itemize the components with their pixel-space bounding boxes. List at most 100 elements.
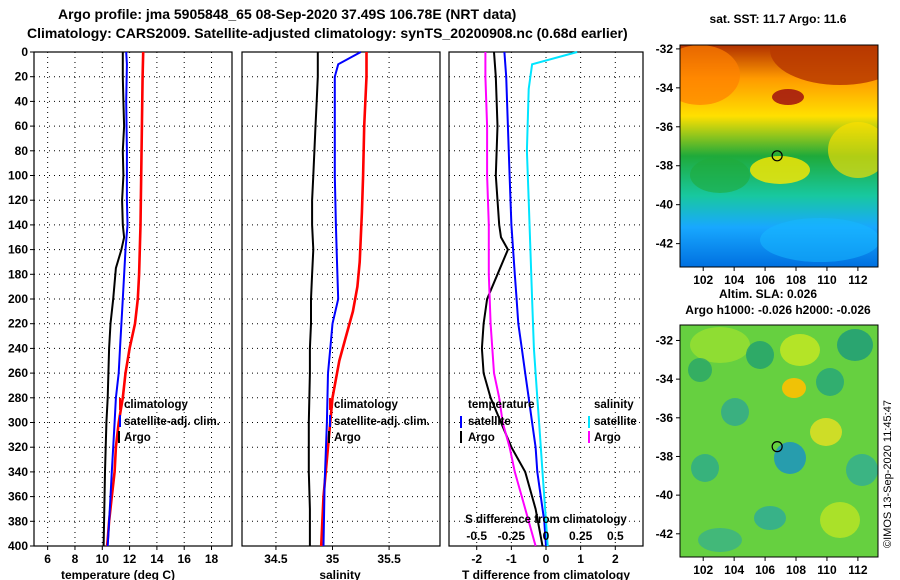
- diff-series-temperature-satellite: [503, 51, 547, 547]
- sst-map-frame: [679, 44, 879, 268]
- sla-lat-label: -42: [656, 527, 674, 541]
- temp-xtick-label: 10: [96, 552, 110, 566]
- depth-tick-label: 320: [8, 440, 28, 454]
- diff-xtick-label: 1: [577, 552, 584, 566]
- salinity-legend: climatology satellite-adj. clim. Argo: [328, 398, 430, 444]
- diff-xtick-label: 0: [543, 552, 550, 566]
- sla-lon-label: 106: [755, 563, 775, 577]
- sla-lat-label: -32: [656, 333, 674, 347]
- sst-heatmap: [680, 45, 878, 267]
- sal-series-satellite-adj-clim-: [322, 51, 362, 547]
- diff-s-tick-label: -0.5: [466, 529, 487, 543]
- sla-eddy-8: [754, 506, 786, 530]
- sla-lon-label: 112: [848, 563, 868, 577]
- depth-tick-label: 20: [15, 70, 29, 84]
- diff-xtick-label: -1: [506, 552, 517, 566]
- diff-series-salinity-argo: [484, 52, 537, 547]
- depth-tick-label: 0: [21, 45, 28, 59]
- diff-xtick-label: 2: [612, 552, 619, 566]
- sst-green-patch: [690, 157, 750, 193]
- diff-series-salinity-satellite: [525, 51, 578, 547]
- sla-lon-label: 110: [817, 563, 837, 577]
- sst-yellow-patch-east: [828, 122, 878, 178]
- sla-high-1: [782, 378, 806, 398]
- depth-tick-label: 160: [8, 243, 28, 257]
- sst-lat-label: -32: [656, 42, 674, 56]
- sst-lon-label: 110: [817, 273, 837, 287]
- temp-xtick-label: 8: [72, 552, 79, 566]
- sst-map-title: sat. SST: 11.7 Argo: 11.6: [710, 12, 847, 26]
- sla-lon-label: 108: [786, 563, 806, 577]
- depth-tick-label: 120: [8, 193, 28, 207]
- sst-warm-patch: [770, 45, 878, 85]
- sla-lat-label: -38: [656, 449, 674, 463]
- sla-lon-label: 102: [693, 563, 713, 577]
- sla-eddy-3: [816, 368, 844, 396]
- temp-xtick-label: 16: [178, 552, 192, 566]
- depth-tick-label: 360: [8, 490, 28, 504]
- sst-lat-label: -40: [656, 198, 674, 212]
- depth-tick-label: 40: [15, 94, 29, 108]
- diff-s-tick-label: -0.25: [498, 529, 526, 543]
- diff-s-tick-label: 0: [543, 529, 550, 543]
- temperature-panel: 6 8 10 12 14 16 18 0 20 40 60 80 100 120 140 160 180 200…: [8, 45, 233, 580]
- sal-legend-satellite-label: satellite-adj. clim.: [334, 416, 430, 428]
- depth-tick-label: 140: [8, 218, 28, 232]
- sst-lon-label: 104: [724, 273, 744, 287]
- temp-series-satellite-adj-clim-: [106, 51, 129, 547]
- sst-lat-label: -38: [656, 159, 674, 173]
- difference-panel: -2 -1 0 1 2 -0.5 -0.25 0 0.25 0.5 S difference f…: [448, 51, 644, 580]
- sst-lat-label: -36: [656, 120, 674, 134]
- sla-eddy-1: [746, 341, 774, 369]
- sla-patch-2: [780, 334, 820, 366]
- legend-sal-satellite-label: satellite: [594, 416, 637, 428]
- temp-xtick-label: 18: [205, 552, 219, 566]
- sal-legend-climatology-label: climatology: [334, 399, 399, 411]
- temp-xtick-label: 14: [150, 552, 164, 566]
- imos-timestamp: ©IMOS 13-Sep-2020 11:45:47: [882, 400, 894, 548]
- sst-lon-label: 112: [848, 273, 868, 287]
- sst-orange-patch: [680, 45, 740, 105]
- t-difference-xlabel: T difference from climatology: [462, 568, 630, 580]
- temp-xtick-label: 6: [44, 552, 51, 566]
- salinity-xlabel: salinity: [319, 568, 361, 580]
- sla-map-title: Altim. SLA: 0.026: [719, 287, 817, 301]
- sla-patch-3: [820, 502, 860, 538]
- sla-map: Altim. SLA: 0.026 Argo h1000: -0.026 h20…: [656, 287, 879, 577]
- depth-tick-label: 400: [8, 539, 28, 553]
- temperature-xlabel: temperature (deg C): [61, 568, 175, 580]
- sla-eddy-2: [688, 358, 712, 382]
- sal-series-climatology: [319, 52, 368, 547]
- title-line-2: Climatology: CARS2009. Satellite-adjuste…: [27, 25, 628, 41]
- depth-tick-label: 240: [8, 341, 28, 355]
- sla-heatmap: [680, 325, 878, 557]
- depth-tick-label: 280: [8, 391, 28, 405]
- sst-lat-label: -34: [656, 81, 674, 95]
- sla-eddy-9: [698, 528, 742, 552]
- depth-tick-label: 220: [8, 317, 28, 331]
- sla-lon-label: 104: [724, 563, 744, 577]
- depth-tick-label: 260: [8, 366, 28, 380]
- diff-s-tick-label: 0.25: [569, 529, 593, 543]
- legend-temperature-title: temperature: [468, 399, 534, 411]
- sla-patch-1: [690, 327, 750, 363]
- sal-series-argo: [307, 52, 319, 546]
- difference-legend: temperature satellite Argo salinity sate…: [460, 399, 637, 444]
- sal-xtick-label: 34.5: [264, 552, 288, 566]
- salinity-panel: 34.5 35 35.5 salinity climatology satellit…: [241, 51, 441, 580]
- argo-location-marker: [771, 150, 783, 162]
- legend-climatology-label: climatology: [124, 399, 189, 411]
- sla-lat-label: -40: [656, 488, 674, 502]
- sla-eddy-7: [846, 454, 878, 486]
- sal-legend-argo-label: Argo: [334, 432, 361, 444]
- sal-xtick-label: 35.5: [377, 552, 401, 566]
- sst-lon-label: 108: [786, 273, 806, 287]
- title-line-1: Argo profile: jma 5905848_65 08-Sep-2020…: [58, 6, 517, 22]
- sla-lat-label: -34: [656, 372, 674, 386]
- depth-tick-label: 80: [15, 144, 29, 158]
- legend-satellite-label: satellite-adj. clim.: [124, 416, 220, 428]
- sst-yellow-patch: [750, 156, 810, 184]
- depth-tick-label: 200: [8, 292, 28, 306]
- diff-series-temperature-argo: [480, 51, 544, 547]
- sla-map-subtitle: Argo h1000: -0.026 h2000: -0.026: [685, 303, 871, 317]
